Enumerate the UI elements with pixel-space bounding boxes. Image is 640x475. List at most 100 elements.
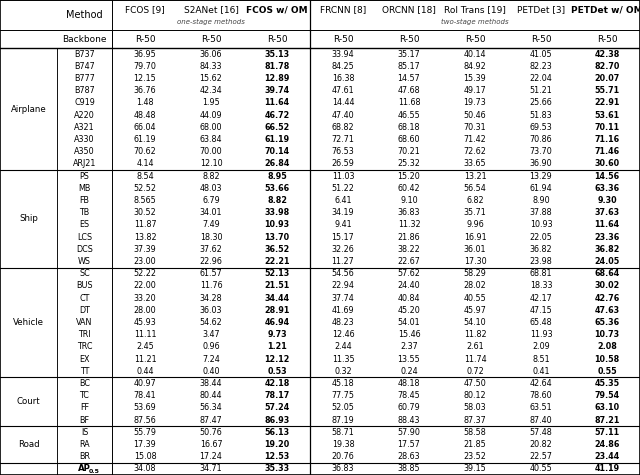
Text: 41.19: 41.19 <box>595 465 620 474</box>
Text: 32.26: 32.26 <box>332 245 355 254</box>
Text: 11.76: 11.76 <box>200 281 222 290</box>
Text: DCS: DCS <box>76 245 93 254</box>
Text: 33.98: 33.98 <box>264 208 290 217</box>
Text: B747: B747 <box>74 62 95 71</box>
Text: R-50: R-50 <box>201 35 221 44</box>
Text: 36.76: 36.76 <box>134 86 156 95</box>
Text: 34.01: 34.01 <box>200 208 222 217</box>
Text: 23.52: 23.52 <box>463 452 486 461</box>
Text: 34.08: 34.08 <box>134 465 156 474</box>
Text: BC: BC <box>79 379 90 388</box>
Text: 70.00: 70.00 <box>200 147 222 156</box>
Text: BF: BF <box>79 416 90 425</box>
Text: 25.66: 25.66 <box>530 98 552 107</box>
Text: 53.61: 53.61 <box>595 111 620 120</box>
Text: 13.82: 13.82 <box>134 233 156 242</box>
Text: 0.40: 0.40 <box>202 367 220 376</box>
Text: 81.78: 81.78 <box>264 62 290 71</box>
Text: 12.46: 12.46 <box>332 330 355 339</box>
Text: 78.41: 78.41 <box>134 391 156 400</box>
Text: A330: A330 <box>74 135 95 144</box>
Text: 42.64: 42.64 <box>530 379 552 388</box>
Text: 37.63: 37.63 <box>595 208 620 217</box>
Text: S2ANet [16]: S2ANet [16] <box>184 6 239 15</box>
Text: Ship: Ship <box>19 214 38 223</box>
Text: 24.86: 24.86 <box>595 440 620 449</box>
Text: 12.53: 12.53 <box>264 452 290 461</box>
Text: 0.41: 0.41 <box>532 367 550 376</box>
Text: 34.71: 34.71 <box>200 465 222 474</box>
Text: 84.25: 84.25 <box>332 62 355 71</box>
Text: RoI Trans [19]: RoI Trans [19] <box>444 6 506 15</box>
Text: 54.62: 54.62 <box>200 318 222 327</box>
Text: 28.02: 28.02 <box>463 281 486 290</box>
Text: 52.22: 52.22 <box>134 269 157 278</box>
Text: two-stage methods: two-stage methods <box>441 19 509 25</box>
Text: 52.52: 52.52 <box>134 184 157 193</box>
Text: 2.61: 2.61 <box>466 342 484 352</box>
Text: 36.90: 36.90 <box>530 160 552 169</box>
Text: 26.84: 26.84 <box>264 160 290 169</box>
Text: 12.12: 12.12 <box>264 355 290 363</box>
Text: 0.55: 0.55 <box>597 367 617 376</box>
Text: 12.89: 12.89 <box>264 74 290 83</box>
Text: 18.33: 18.33 <box>530 281 552 290</box>
Text: 44.09: 44.09 <box>200 111 222 120</box>
Text: Backbone: Backbone <box>62 35 107 44</box>
Text: 36.82: 36.82 <box>595 245 620 254</box>
Text: 55.71: 55.71 <box>595 86 620 95</box>
Text: 24.40: 24.40 <box>397 281 420 290</box>
Text: 40.55: 40.55 <box>463 294 486 303</box>
Text: 61.19: 61.19 <box>264 135 289 144</box>
Text: 10.93: 10.93 <box>530 220 552 229</box>
Text: 41.05: 41.05 <box>530 49 552 58</box>
Text: FB: FB <box>79 196 90 205</box>
Text: 47.15: 47.15 <box>530 306 552 315</box>
Text: 25.32: 25.32 <box>397 160 420 169</box>
Text: 34.28: 34.28 <box>200 294 222 303</box>
Text: TC: TC <box>79 391 90 400</box>
Text: 35.71: 35.71 <box>463 208 486 217</box>
Text: 15.08: 15.08 <box>134 452 156 461</box>
Text: 0.72: 0.72 <box>466 367 484 376</box>
Text: 11.32: 11.32 <box>397 220 420 229</box>
Text: 73.70: 73.70 <box>530 147 552 156</box>
Text: 22.04: 22.04 <box>530 74 552 83</box>
Text: 10.73: 10.73 <box>595 330 620 339</box>
Text: TB: TB <box>79 208 90 217</box>
Text: 42.34: 42.34 <box>200 86 222 95</box>
Text: 19.38: 19.38 <box>332 440 355 449</box>
Text: MB: MB <box>78 184 91 193</box>
Text: 70.14: 70.14 <box>264 147 289 156</box>
Text: 46.94: 46.94 <box>264 318 289 327</box>
Text: 11.64: 11.64 <box>264 98 289 107</box>
Text: 56.34: 56.34 <box>200 403 222 412</box>
Text: 70.21: 70.21 <box>397 147 420 156</box>
Text: Road: Road <box>18 440 39 449</box>
Text: PS: PS <box>79 171 90 180</box>
Text: 2.08: 2.08 <box>597 342 617 352</box>
Text: 47.68: 47.68 <box>397 86 420 95</box>
Text: FRCNN [8]: FRCNN [8] <box>320 6 366 15</box>
Text: 46.55: 46.55 <box>397 111 420 120</box>
Text: 21.85: 21.85 <box>463 440 486 449</box>
Text: 77.75: 77.75 <box>332 391 355 400</box>
Text: 54.10: 54.10 <box>464 318 486 327</box>
Text: 20.82: 20.82 <box>530 440 552 449</box>
Text: 33.20: 33.20 <box>134 294 156 303</box>
Text: 63.51: 63.51 <box>530 403 552 412</box>
Text: 82.23: 82.23 <box>530 62 552 71</box>
Text: 28.63: 28.63 <box>397 452 420 461</box>
Text: DT: DT <box>79 306 90 315</box>
Text: 65.48: 65.48 <box>530 318 552 327</box>
Text: 15.39: 15.39 <box>463 74 486 83</box>
Text: Vehicle: Vehicle <box>13 318 44 327</box>
Text: 71.46: 71.46 <box>595 147 620 156</box>
Text: 11.11: 11.11 <box>134 330 156 339</box>
Text: 60.79: 60.79 <box>397 403 420 412</box>
Text: 54.56: 54.56 <box>332 269 355 278</box>
Text: 78.45: 78.45 <box>397 391 420 400</box>
Text: C919: C919 <box>74 98 95 107</box>
Text: 68.81: 68.81 <box>530 269 552 278</box>
Text: 87.37: 87.37 <box>463 416 486 425</box>
